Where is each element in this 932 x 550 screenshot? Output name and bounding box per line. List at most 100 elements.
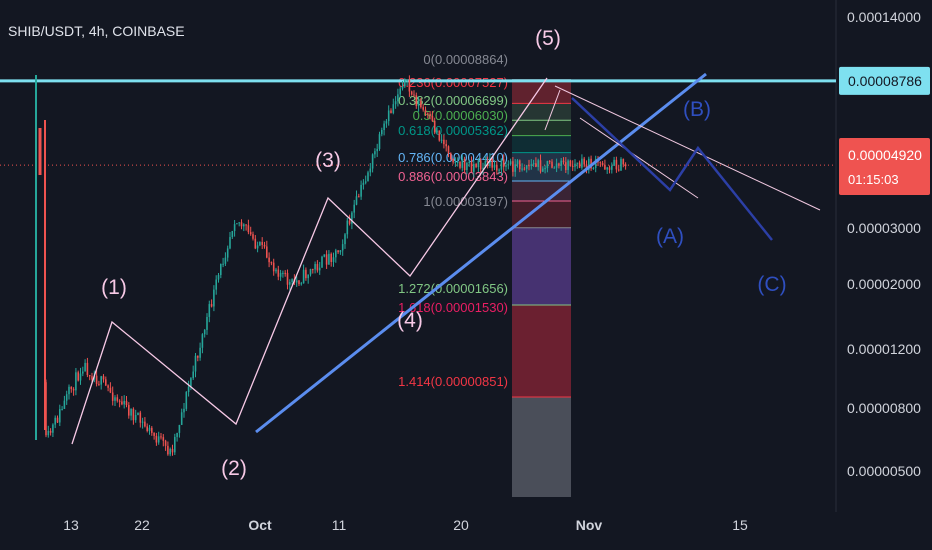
candle-body (615, 159, 618, 170)
abc-projection-line (571, 97, 773, 241)
candle-body (592, 167, 595, 169)
candle-body (528, 165, 530, 167)
y-axis-tick-label: 0.00000500 (847, 463, 921, 479)
candle-body (176, 432, 178, 437)
candle-body (231, 231, 234, 238)
candle-body (362, 182, 365, 185)
wave-label: (5) (535, 27, 561, 50)
candle-body (75, 372, 77, 391)
candle-body (192, 371, 194, 379)
candle-body (88, 374, 91, 377)
candle-body (542, 168, 544, 172)
fib-zone (512, 135, 571, 153)
candle-body (141, 421, 144, 423)
candle-body (128, 405, 130, 416)
candle-body (473, 164, 475, 172)
candle-body (519, 160, 521, 170)
candle-body (116, 397, 119, 401)
candle-body (496, 164, 498, 171)
candle-body (346, 220, 349, 235)
candle-body (392, 104, 395, 113)
candle-body (328, 253, 330, 265)
candle-body (360, 184, 362, 197)
candle-body (86, 362, 89, 375)
y-axis-tick-label: 0.00003000 (847, 220, 921, 236)
candle-body (100, 376, 102, 385)
channel-upper-line (554, 85, 821, 211)
candle-body (617, 169, 620, 171)
candle-body (436, 130, 438, 133)
candle-body (215, 279, 217, 290)
last-price-tag[interactable]: 0.00004920 01:15:03 (839, 138, 930, 195)
candle-body (77, 372, 79, 381)
candle-body (438, 130, 441, 141)
candle-body (417, 101, 420, 107)
resistance-tag-label: 0.00008786 (848, 73, 922, 89)
candles (35, 75, 627, 457)
candle-body (512, 161, 514, 172)
candle-body (314, 264, 316, 270)
candle-body (611, 165, 613, 170)
candle-body (604, 164, 606, 170)
candle-body (84, 362, 86, 372)
candle-body (98, 383, 100, 385)
candle-body (321, 256, 323, 268)
candle-body (445, 144, 447, 147)
candle-body (59, 409, 61, 423)
candle-body (424, 109, 427, 114)
candle-body (358, 196, 360, 198)
candle-body (312, 269, 314, 271)
candle-body (332, 257, 335, 263)
candle-body (381, 130, 383, 135)
candle-body (420, 101, 422, 108)
candle-body (137, 412, 139, 416)
candle-body (277, 269, 280, 277)
candle-body (408, 79, 411, 92)
candle-body (289, 282, 291, 285)
candle-body (309, 269, 312, 275)
candle-body (553, 167, 556, 169)
y-axis-tick-label: 0.00014000 (847, 9, 921, 25)
candle-body (229, 237, 231, 249)
candle-body (562, 160, 565, 163)
candle-body (233, 224, 236, 232)
candle-body (339, 250, 342, 253)
candle-body (516, 160, 519, 165)
candle-body (323, 254, 326, 257)
candle-body (493, 164, 496, 168)
candle-body (406, 79, 408, 81)
candle-body (502, 159, 505, 167)
candle-body (180, 412, 183, 425)
candle-body (167, 445, 169, 455)
candle-body (413, 94, 415, 96)
candle-body (431, 115, 434, 121)
candle-body (500, 159, 503, 170)
candle-body (574, 163, 576, 167)
candle-body (95, 375, 98, 384)
candle-body (252, 234, 254, 239)
wave-label: (2) (221, 457, 247, 480)
candle-body (254, 238, 257, 249)
fib-level-label: 0.886(0.00003843) (398, 169, 508, 184)
candle-body (337, 250, 339, 253)
candle-body (151, 427, 153, 433)
candle-body (279, 272, 282, 277)
candle-body (523, 168, 526, 170)
candle-body (376, 148, 378, 152)
candle-body (484, 161, 487, 168)
candle-body (316, 264, 319, 271)
candle-body (162, 437, 165, 441)
candle-body (482, 167, 484, 170)
candle-body (415, 95, 418, 107)
candle-body (521, 168, 523, 170)
candle-body (606, 167, 608, 170)
candle-body (82, 371, 84, 374)
candle-body (107, 385, 109, 388)
candle-body (201, 334, 204, 348)
candle-body (125, 400, 128, 406)
candle-body (272, 262, 275, 272)
resistance-price-tag[interactable]: 0.00008786 (839, 66, 930, 95)
candle-body (410, 91, 413, 95)
candle-body (558, 163, 560, 166)
